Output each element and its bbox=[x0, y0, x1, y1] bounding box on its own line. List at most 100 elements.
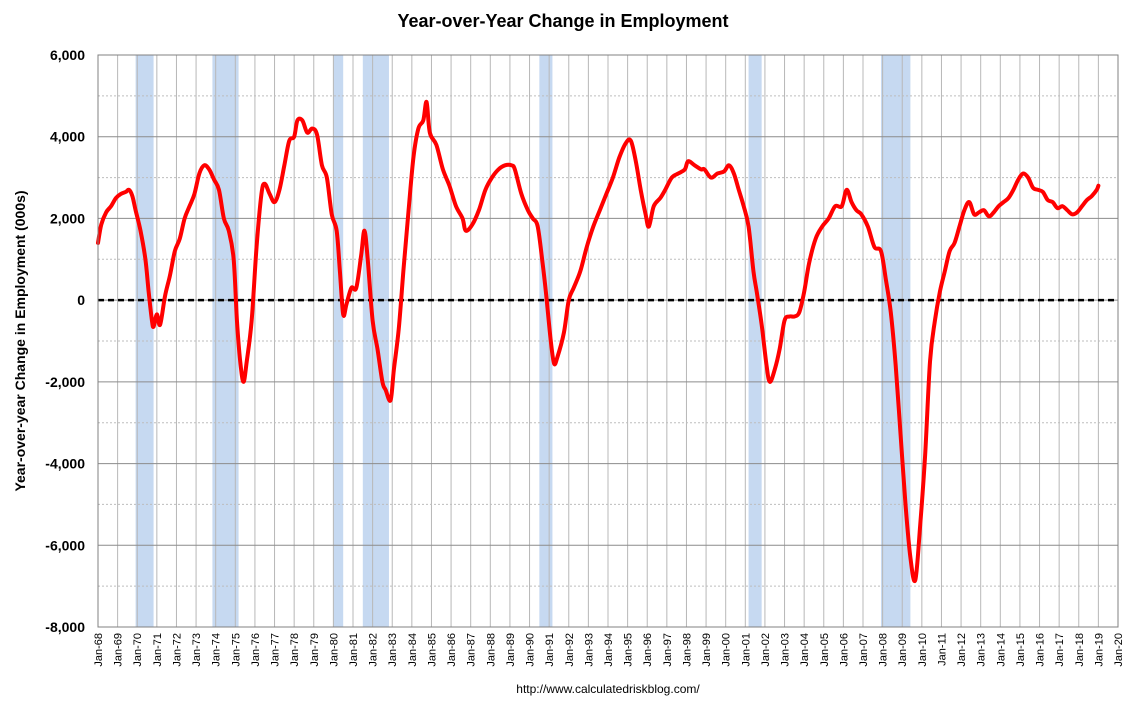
data-point bbox=[363, 229, 366, 232]
plot-border bbox=[97, 54, 1119, 628]
data-point bbox=[827, 217, 830, 220]
data-point bbox=[639, 188, 642, 191]
data-point bbox=[855, 209, 858, 212]
data-point bbox=[992, 211, 995, 214]
data-point bbox=[904, 503, 907, 506]
data-point bbox=[768, 380, 771, 383]
data-point bbox=[572, 286, 575, 289]
grid-lines bbox=[97, 54, 1119, 628]
data-point bbox=[402, 266, 405, 269]
data-point bbox=[968, 200, 971, 203]
data-point bbox=[531, 217, 534, 220]
data-point bbox=[556, 356, 559, 359]
data-point bbox=[618, 156, 621, 159]
data-point bbox=[268, 192, 271, 195]
data-point bbox=[687, 160, 690, 163]
x-tick-label: Jan-74 bbox=[211, 633, 223, 667]
data-point bbox=[484, 188, 487, 191]
x-tick-label: Jan-10 bbox=[917, 633, 929, 667]
data-point bbox=[193, 192, 196, 195]
x-tick-label: Jan-85 bbox=[426, 633, 438, 667]
data-point bbox=[1066, 209, 1069, 212]
data-point bbox=[1036, 188, 1039, 191]
data-point bbox=[407, 209, 410, 212]
data-point bbox=[647, 225, 650, 228]
data-point bbox=[914, 578, 917, 581]
data-point bbox=[845, 188, 848, 191]
data-point bbox=[727, 164, 730, 167]
x-tick-label: Jan-88 bbox=[485, 633, 497, 667]
data-point bbox=[803, 290, 806, 293]
data-point bbox=[178, 237, 181, 240]
data-point bbox=[147, 290, 150, 293]
data-point bbox=[155, 313, 158, 316]
data-point bbox=[335, 229, 338, 232]
data-point bbox=[188, 205, 191, 208]
data-point bbox=[1022, 172, 1025, 175]
data-point bbox=[325, 176, 328, 179]
data-point bbox=[1097, 184, 1100, 187]
x-tick-label: Jan-80 bbox=[328, 633, 340, 667]
data-point bbox=[513, 168, 516, 171]
data-point bbox=[119, 192, 122, 195]
x-tick-label: Jan-95 bbox=[623, 633, 635, 667]
data-point bbox=[928, 360, 931, 363]
data-point bbox=[471, 223, 474, 226]
data-point bbox=[722, 170, 725, 173]
data-point bbox=[435, 143, 438, 146]
data-point bbox=[1061, 205, 1064, 208]
data-point bbox=[544, 290, 547, 293]
x-tick-label: Jan-97 bbox=[662, 633, 674, 667]
x-tick-label: Jan-15 bbox=[1015, 633, 1027, 667]
y-tick-label: -2,000 bbox=[45, 374, 85, 390]
data-point bbox=[428, 131, 431, 134]
data-point bbox=[454, 205, 457, 208]
data-point bbox=[670, 176, 673, 179]
data-point bbox=[1002, 200, 1005, 203]
data-point bbox=[943, 270, 946, 273]
data-point bbox=[953, 241, 956, 244]
data-point bbox=[320, 164, 323, 167]
data-point bbox=[355, 286, 358, 289]
data-point bbox=[1012, 188, 1015, 191]
data-point bbox=[371, 319, 374, 322]
data-point bbox=[873, 245, 876, 248]
data-point bbox=[732, 172, 735, 175]
x-tick-label: Jan-99 bbox=[701, 633, 713, 667]
y-axis-ticks: 6,000 4,000 2,000 0 -2,000 -4,000 -6,000 -8,000 bbox=[45, 47, 85, 635]
x-tick-label: Jan-02 bbox=[760, 633, 772, 667]
data-point bbox=[152, 325, 155, 328]
data-point bbox=[760, 323, 763, 326]
data-point bbox=[183, 217, 186, 220]
data-point bbox=[752, 270, 755, 273]
x-tick-label: Jan-96 bbox=[642, 633, 654, 667]
data-point bbox=[552, 362, 555, 365]
data-point bbox=[127, 188, 130, 191]
data-point bbox=[384, 388, 387, 391]
data-point bbox=[497, 168, 500, 171]
x-tick-label: Jan-00 bbox=[721, 633, 733, 667]
x-tick-label: Jan-81 bbox=[348, 633, 360, 667]
data-point bbox=[1090, 194, 1093, 197]
plot-frame bbox=[97, 54, 1119, 628]
x-tick-label: Jan-12 bbox=[956, 633, 968, 667]
x-tick-label: Jan-13 bbox=[976, 633, 988, 667]
data-point bbox=[709, 176, 712, 179]
x-tick-label: Jan-14 bbox=[995, 633, 1007, 667]
data-point bbox=[1031, 186, 1034, 189]
data-point bbox=[163, 294, 166, 297]
data-point bbox=[703, 168, 706, 171]
data-point bbox=[834, 205, 837, 208]
x-tick-label: Jan-82 bbox=[368, 633, 380, 667]
data-point bbox=[477, 209, 480, 212]
data-point bbox=[441, 168, 444, 171]
data-point bbox=[250, 319, 253, 322]
data-point bbox=[245, 360, 248, 363]
data-point bbox=[159, 323, 162, 326]
data-point bbox=[598, 209, 601, 212]
data-point bbox=[924, 454, 927, 457]
data-point bbox=[977, 211, 980, 214]
data-point bbox=[866, 225, 869, 228]
data-point bbox=[585, 245, 588, 248]
data-point bbox=[338, 270, 341, 273]
